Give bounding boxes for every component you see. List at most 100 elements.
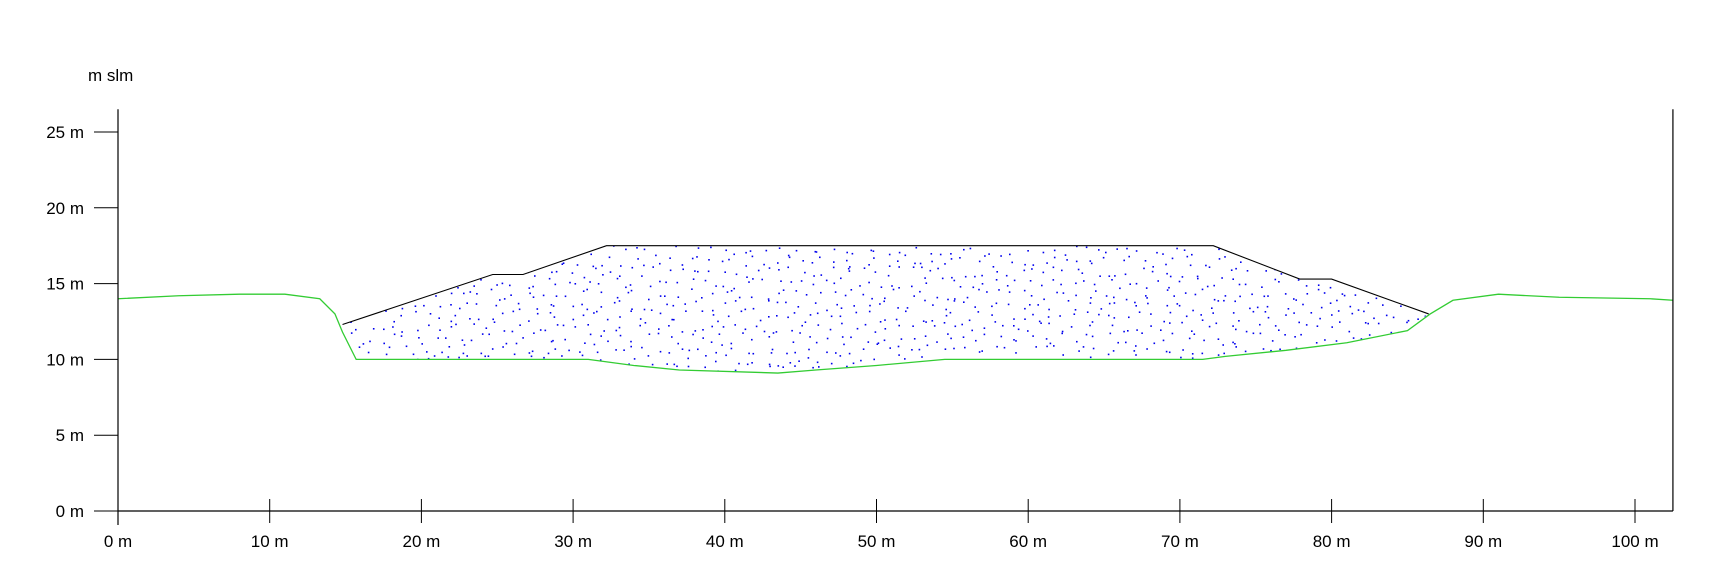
fill-dot <box>1329 302 1332 304</box>
fill-dot <box>381 372 383 374</box>
fill-dot <box>641 275 643 277</box>
fill-dot <box>1354 294 1357 296</box>
fill-dot <box>868 281 870 284</box>
fill-dot <box>1252 332 1255 335</box>
fill-dot <box>1191 357 1194 359</box>
fill-dot <box>1271 340 1274 342</box>
fill-dot <box>1005 274 1008 277</box>
fill-dot <box>1075 260 1078 263</box>
fill-dot <box>1269 376 1271 378</box>
fill-dot <box>543 356 545 359</box>
fill-dot <box>996 271 998 273</box>
fill-dot <box>417 246 419 248</box>
fill-dot <box>627 291 630 294</box>
fill-dot <box>945 308 947 311</box>
fill-dot <box>473 366 475 369</box>
fill-dot <box>1400 305 1402 307</box>
fill-dot <box>681 348 684 350</box>
fill-dot <box>860 359 862 362</box>
fill-dot <box>401 331 403 333</box>
fill-dot <box>613 301 616 304</box>
fill-dot <box>863 267 866 269</box>
fill-dot <box>1024 263 1026 266</box>
fill-dot <box>1043 298 1045 301</box>
fill-dot <box>1083 280 1085 282</box>
fill-dot <box>1024 373 1026 375</box>
fill-dot <box>782 289 785 291</box>
fill-dot <box>1061 330 1064 333</box>
fill-dot <box>1348 330 1351 333</box>
fill-dot <box>669 257 671 259</box>
fill-dot <box>1048 308 1050 311</box>
fill-dot <box>1042 271 1045 274</box>
fill-dot <box>891 285 893 287</box>
fill-dot <box>619 275 621 277</box>
fill-dot <box>1085 246 1088 249</box>
fill-dot <box>1310 312 1313 314</box>
fill-dot <box>795 290 798 292</box>
fill-dot <box>1145 371 1147 374</box>
fill-dot <box>397 361 400 363</box>
fill-dot <box>1298 321 1300 324</box>
fill-dot <box>871 297 873 300</box>
fill-dot <box>1424 315 1427 318</box>
fill-dot <box>583 276 586 279</box>
fill-dot <box>1406 321 1408 324</box>
fill-dot <box>815 341 818 344</box>
fill-dot <box>659 350 662 353</box>
fill-dot <box>1112 350 1115 352</box>
fill-dot <box>462 352 465 355</box>
fill-dot <box>1049 342 1052 345</box>
fill-dot <box>1127 330 1129 332</box>
fill-dot <box>548 277 551 280</box>
fill-dot <box>1108 314 1110 317</box>
fill-dot <box>1427 336 1429 339</box>
fill-dot <box>1215 322 1218 325</box>
fill-dot <box>1402 259 1404 261</box>
fill-dot <box>1399 337 1401 340</box>
fill-dot <box>1352 355 1355 358</box>
fill-dot <box>995 279 998 281</box>
fill-dot <box>669 269 672 272</box>
fill-dot <box>643 248 646 251</box>
fill-dot <box>370 312 372 315</box>
fill-dot <box>879 366 882 368</box>
fill-dot <box>480 352 483 355</box>
fill-dot <box>620 265 622 267</box>
fill-dot <box>608 256 611 259</box>
fill-dot <box>978 351 981 353</box>
fill-dot <box>1263 248 1265 250</box>
fill-dot <box>1032 313 1034 316</box>
fill-dot <box>1089 302 1092 304</box>
fill-dot <box>944 348 947 350</box>
fill-dot <box>1354 278 1357 280</box>
fill-dot <box>510 294 512 296</box>
fill-dot <box>684 303 686 305</box>
fill-dot <box>437 337 439 339</box>
fill-dot <box>944 263 946 265</box>
fill-dot <box>1191 330 1193 332</box>
fill-dot <box>897 345 900 348</box>
fill-dot <box>362 343 365 345</box>
fill-dot <box>1171 332 1174 335</box>
fill-dot <box>705 355 707 357</box>
fill-dot <box>659 295 662 297</box>
fill-dot <box>441 351 443 354</box>
fill-dot <box>480 279 482 281</box>
fill-dot <box>691 288 693 290</box>
fill-dot <box>1234 245 1237 248</box>
fill-dot <box>1061 269 1063 272</box>
fill-dot <box>1267 295 1269 297</box>
fill-dot <box>1114 275 1116 277</box>
fill-dot <box>389 372 392 374</box>
fill-dot <box>1153 342 1156 345</box>
fill-dot <box>411 267 414 269</box>
fill-dot <box>765 249 768 252</box>
fill-dot <box>1234 373 1236 375</box>
fill-dot <box>884 328 887 330</box>
embankment-outline-line <box>342 245 1429 326</box>
fill-dot <box>599 359 602 361</box>
fill-dot <box>745 265 747 267</box>
fill-dot <box>1024 307 1026 310</box>
fill-dot <box>433 355 436 357</box>
